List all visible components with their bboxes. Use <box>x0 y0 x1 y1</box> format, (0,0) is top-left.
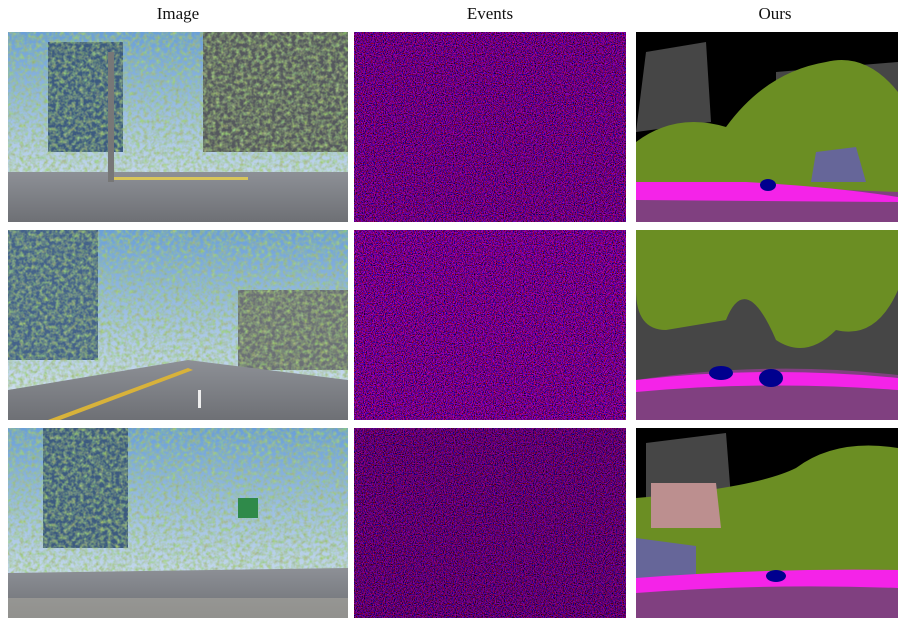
photo <box>8 428 348 618</box>
segmentation-map <box>636 32 898 222</box>
photo-column <box>8 32 348 618</box>
photo <box>8 32 348 222</box>
image-region <box>354 230 626 420</box>
image-region <box>8 172 348 222</box>
image-region <box>636 445 898 578</box>
events-column <box>354 32 626 618</box>
column-header: Events <box>467 4 513 23</box>
image-region <box>766 570 786 582</box>
image-region <box>709 366 733 380</box>
image-region <box>636 182 898 202</box>
photo <box>8 230 348 420</box>
image-region <box>354 428 626 618</box>
image-region <box>811 147 866 182</box>
image-region <box>354 32 626 222</box>
column-header: Image <box>157 4 199 23</box>
segmentation-column <box>636 32 898 618</box>
image-region <box>8 598 348 618</box>
image-region <box>646 433 731 498</box>
image-region <box>651 483 721 528</box>
image-region <box>198 390 201 408</box>
column-header: Ours <box>758 4 791 23</box>
image-region <box>108 177 248 180</box>
image-region <box>636 538 696 578</box>
segmentation-map <box>636 428 898 618</box>
image-region <box>48 368 193 420</box>
image-region <box>636 230 898 348</box>
image-region <box>108 52 114 182</box>
image-region <box>238 498 258 518</box>
image-region <box>636 569 898 593</box>
image-region <box>760 179 776 191</box>
image-region <box>759 369 783 387</box>
image-region <box>636 42 711 132</box>
segmentation-map <box>636 230 898 420</box>
